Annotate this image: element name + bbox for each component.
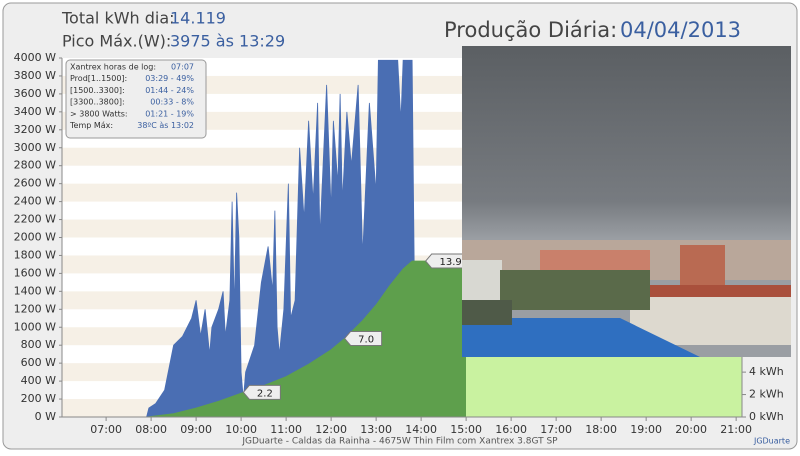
annotation-label: 2.2 [257, 388, 273, 399]
stats-label: Xantrex horas de log: [70, 63, 156, 72]
stats-value: 01:44 - 24% [145, 86, 194, 95]
x-tick-label: 21:00 [720, 423, 752, 436]
y-tick-label: 1800 W [14, 248, 56, 261]
summary-value: 14.119 [170, 9, 226, 28]
y-tick-label: 2400 W [14, 195, 56, 208]
y2-tick-label: 0 kWh [749, 410, 784, 423]
summary-value: 3975 às 13:29 [170, 32, 285, 51]
stats-box [65, 59, 207, 139]
y-tick-label: 3400 W [14, 105, 56, 118]
y-tick-label: 2000 W [14, 231, 56, 244]
y-tick-label: 2800 W [14, 159, 56, 172]
stats-label: [1500..3300]: [70, 86, 125, 95]
y-tick-label: 2600 W [14, 177, 56, 190]
chart-title: Produção Diária: [444, 18, 617, 42]
x-tick-label: 12:00 [315, 423, 347, 436]
x-tick-label: 16:00 [495, 423, 527, 436]
annotation-label: 7.0 [358, 334, 374, 345]
y-tick-label: 1200 W [14, 302, 56, 315]
x-tick-label: 17:00 [540, 423, 572, 436]
y-tick-label: 800 W [21, 338, 56, 351]
x-tick-label: 15:00 [450, 423, 482, 436]
annotation-box [343, 330, 383, 346]
stats-value: 38ºC às 13:02 [137, 121, 194, 130]
footer: JGDuarte - Caldas da Rainha - 4675W Thin… [241, 437, 558, 447]
stats-value: 00:33 - 8% [150, 98, 194, 107]
y-tick-label: 400 W [21, 374, 56, 387]
y-tick-label: 600 W [21, 356, 56, 369]
y-tick-label: 3200 W [14, 123, 56, 136]
x-tick-label: 08:00 [135, 423, 167, 436]
stats-value: 07:07 [171, 63, 194, 72]
photo [462, 46, 791, 357]
y-tick-label: 0 W [35, 410, 56, 423]
x-tick-label: 14:00 [405, 423, 437, 436]
y-tick-label: 200 W [21, 392, 56, 405]
stats-value: 03:29 - 49% [145, 74, 194, 83]
x-tick-label: 13:00 [360, 423, 392, 436]
stats-label: Temp Máx: [69, 121, 113, 130]
y-tick-label: 3800 W [14, 69, 56, 82]
x-tick-label: 09:00 [180, 423, 212, 436]
annotation-label: 13.9 [439, 257, 461, 268]
y-tick-label: 2200 W [14, 213, 56, 226]
y-tick-label: 4000 W [14, 51, 56, 64]
y-tick-label: 1600 W [14, 266, 56, 279]
stats-label: [3300..3800]: [70, 98, 125, 107]
annotation-box [242, 384, 281, 400]
y-tick-label: 1400 W [14, 284, 56, 297]
summary-label: Pico Máx.(W): [62, 32, 171, 51]
stats-label: > 3800 Watts: [70, 109, 128, 118]
x-tick-label: 10:00 [225, 423, 257, 436]
x-tick-label: 18:00 [585, 423, 617, 436]
y-tick-label: 3600 W [14, 87, 56, 100]
y-tick-label: 1000 W [14, 320, 56, 333]
x-tick-label: 07:00 [90, 423, 122, 436]
y-tick-label: 3000 W [14, 141, 56, 154]
credit: JGDuarte [753, 437, 790, 446]
summary-label: Total kWh dia: [61, 9, 175, 28]
stats-label: Prod[1..1500]: [70, 74, 127, 83]
y2-tick-label: 4 kWh [749, 365, 784, 378]
x-tick-label: 20:00 [675, 423, 707, 436]
x-tick-label: 19:00 [630, 423, 662, 436]
y2-tick-label: 2 kWh [749, 388, 784, 401]
title-date: 04/04/2013 [620, 18, 741, 42]
x-tick-label: 11:00 [270, 423, 302, 436]
stats-value: 01:21 - 19% [145, 109, 194, 118]
